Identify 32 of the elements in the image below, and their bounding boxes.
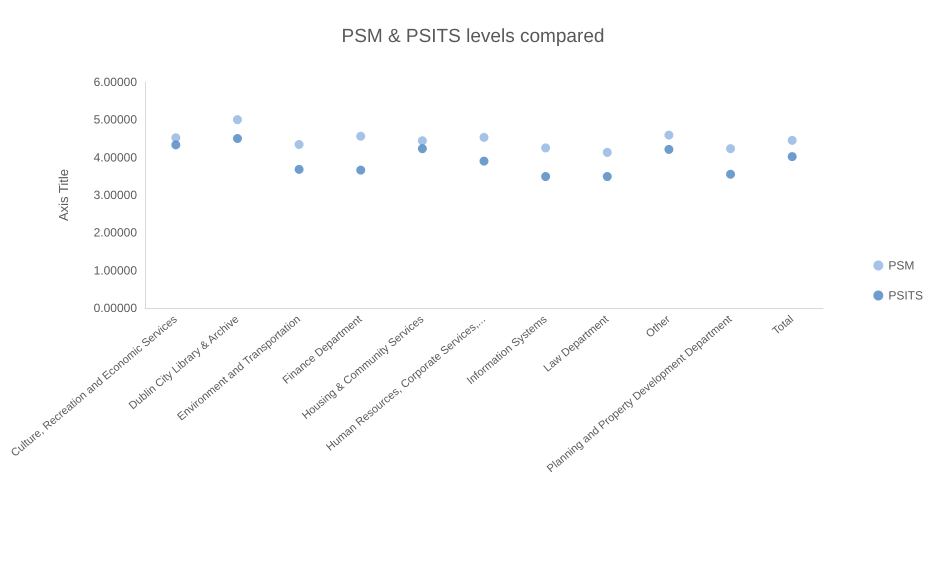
point	[294, 164, 304, 174]
point	[418, 136, 427, 146]
point	[541, 143, 550, 152]
point	[541, 172, 550, 182]
point	[664, 144, 674, 154]
legend-label: PSM	[888, 258, 914, 272]
point	[294, 140, 304, 150]
point	[726, 144, 736, 154]
point	[726, 170, 736, 179]
y-tick-label: 3.00000	[94, 188, 138, 202]
point	[664, 130, 674, 140]
legend-label: PSITS	[888, 288, 924, 302]
point	[788, 136, 797, 145]
point	[356, 166, 366, 175]
point	[232, 115, 242, 124]
y-tick-label: 4.00000	[94, 150, 138, 164]
y-axis-title: Axis Title	[56, 168, 72, 222]
y-tick-label: 5.00000	[94, 112, 138, 127]
y-tick-label: 0.00000	[94, 301, 138, 315]
point	[480, 132, 488, 142]
y-tick-label: 6.00000	[94, 75, 138, 89]
point	[356, 132, 366, 141]
point	[788, 152, 797, 162]
chart-title: PSM & PSITS levels compared	[342, 26, 604, 47]
point	[602, 148, 612, 157]
y-tick-label: 1.00000	[94, 263, 138, 278]
y-tick-label: 2.00000	[94, 226, 138, 240]
point	[602, 172, 612, 182]
point	[418, 144, 427, 154]
point	[171, 140, 180, 150]
point	[480, 156, 488, 166]
point	[232, 134, 242, 143]
